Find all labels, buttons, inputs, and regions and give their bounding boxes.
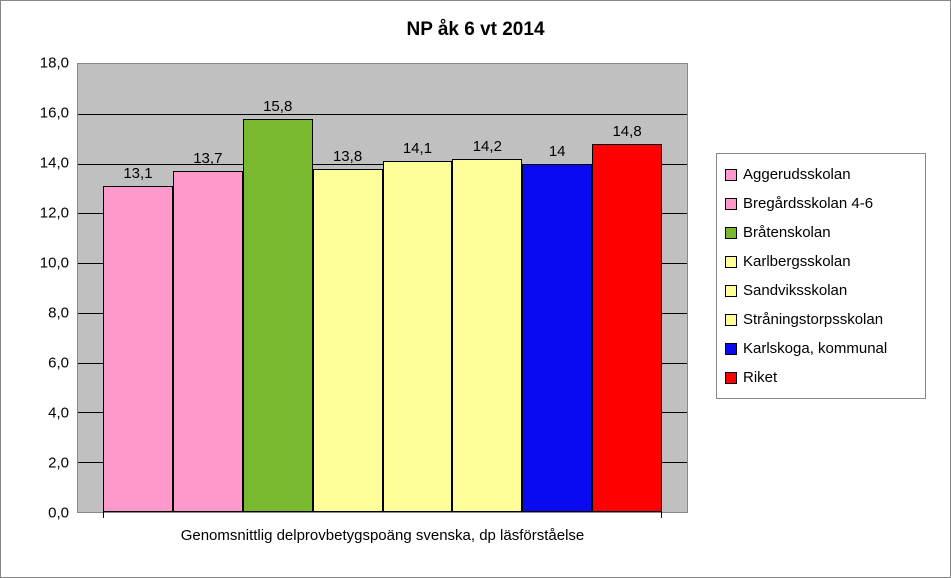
bar-value-label: 14,1 bbox=[403, 140, 432, 157]
legend-swatch bbox=[725, 169, 737, 181]
bar-value-label: 13,1 bbox=[123, 165, 152, 182]
legend-swatch bbox=[725, 256, 737, 268]
y-tick-label: 18,0 bbox=[40, 55, 69, 72]
legend-swatch bbox=[725, 314, 737, 326]
legend-item: Bregårdsskolan 4-6 bbox=[723, 189, 919, 218]
legend-item: Stråningstorpsskolan bbox=[723, 305, 919, 334]
legend-label: Stråningstorpsskolan bbox=[743, 311, 883, 328]
y-tick-label: 10,0 bbox=[40, 255, 69, 272]
y-tick-label: 16,0 bbox=[40, 105, 69, 122]
bar: 13,7 bbox=[173, 171, 243, 512]
legend-swatch bbox=[725, 343, 737, 355]
legend-label: Sandviksskolan bbox=[743, 282, 847, 299]
legend-box: Aggerudsskolan Bregårdsskolan 4-6 Bråtensk… bbox=[716, 153, 926, 399]
legend-swatch bbox=[725, 285, 737, 297]
bar: 14 bbox=[522, 164, 592, 512]
legend-swatch bbox=[725, 227, 737, 239]
y-tick-label: 4,0 bbox=[48, 405, 69, 422]
bar-value-label: 14 bbox=[549, 143, 566, 160]
y-tick-label: 12,0 bbox=[40, 205, 69, 222]
chart-container: NP åk 6 vt 2014 0,0 2,0 4,0 6,0 8,0 10,0 12,0 1… bbox=[0, 0, 951, 578]
y-tick-label: 8,0 bbox=[48, 305, 69, 322]
x-tick bbox=[103, 512, 104, 518]
legend-swatch bbox=[725, 372, 737, 384]
plot-wrap: 0,02,04,06,08,010,012,014,016,018,0 13,1… bbox=[25, 63, 688, 553]
bar: 13,1 bbox=[103, 186, 173, 512]
legend-label: Bregårdsskolan 4-6 bbox=[743, 195, 873, 212]
legend: Aggerudsskolan Bregårdsskolan 4-6 Bråtensk… bbox=[716, 153, 926, 553]
x-axis-label: Genomsnittlig delprovbetygspoäng svenska… bbox=[78, 527, 687, 544]
y-tick-label: 0,0 bbox=[48, 505, 69, 522]
y-axis: 0,02,04,06,08,010,012,014,016,018,0 bbox=[25, 63, 77, 553]
bar-value-label: 15,8 bbox=[263, 98, 292, 115]
bar: 13,8 bbox=[313, 169, 383, 512]
bar-value-label: 13,8 bbox=[333, 148, 362, 165]
plot-area: 13,113,715,813,814,114,21414,8 Genomsnit… bbox=[77, 63, 688, 513]
legend-label: Riket bbox=[743, 369, 777, 386]
legend-item: Karlskoga, kommunal bbox=[723, 334, 919, 363]
y-tick-label: 2,0 bbox=[48, 455, 69, 472]
legend-item: Sandviksskolan bbox=[723, 276, 919, 305]
bar: 14,8 bbox=[592, 144, 662, 512]
legend-swatch bbox=[725, 198, 737, 210]
legend-label: Karlskoga, kommunal bbox=[743, 340, 887, 357]
y-tick-label: 14,0 bbox=[40, 155, 69, 172]
legend-item: Riket bbox=[723, 363, 919, 392]
bar: 14,1 bbox=[383, 161, 453, 512]
legend-item: Aggerudsskolan bbox=[723, 160, 919, 189]
legend-label: Aggerudsskolan bbox=[743, 166, 851, 183]
legend-item: Karlbergsskolan bbox=[723, 247, 919, 276]
legend-label: Karlbergsskolan bbox=[743, 253, 851, 270]
legend-item: Bråtenskolan bbox=[723, 218, 919, 247]
bars-row: 13,113,715,813,814,114,21414,8 bbox=[78, 64, 687, 512]
bar: 15,8 bbox=[243, 119, 313, 512]
bar: 14,2 bbox=[452, 159, 522, 512]
chart-title: NP åk 6 vt 2014 bbox=[1, 1, 950, 55]
bar-value-label: 14,2 bbox=[473, 138, 502, 155]
legend-label: Bråtenskolan bbox=[743, 224, 831, 241]
plot-column: 13,113,715,813,814,114,21414,8 Genomsnit… bbox=[77, 63, 688, 553]
chart-body: 0,02,04,06,08,010,012,014,016,018,0 13,1… bbox=[25, 63, 926, 553]
x-tick bbox=[661, 512, 662, 518]
bar-value-label: 14,8 bbox=[612, 123, 641, 140]
y-tick-label: 6,0 bbox=[48, 355, 69, 372]
bar-value-label: 13,7 bbox=[193, 150, 222, 167]
